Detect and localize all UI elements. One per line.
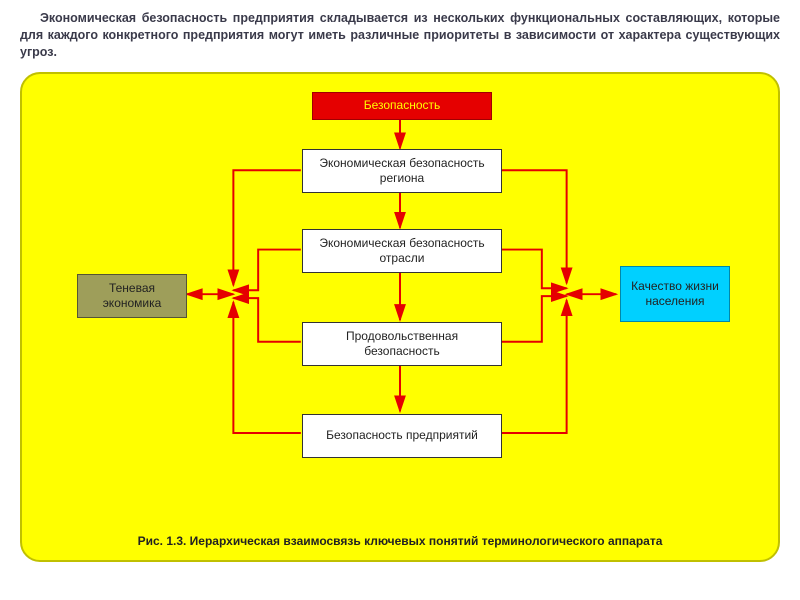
node-label: Экономическая безопасность региона <box>307 156 497 186</box>
diagram-caption: Рис. 1.3. Иерархическая взаимосвязь ключ… <box>22 534 778 550</box>
node-food-security: Продовольственная безопасность <box>302 322 502 366</box>
node-label: Качество жизни населения <box>625 279 725 309</box>
node-label: Продовольственная безопасность <box>307 329 497 359</box>
node-label: Теневая экономика <box>82 281 182 311</box>
intro-paragraph: Экономическая безопасность предприятия с… <box>0 0 800 69</box>
node-label: Безопасность предприятий <box>326 428 478 443</box>
node-label: Безопасность <box>364 98 441 113</box>
node-enterprise-security: Безопасность предприятий <box>302 414 502 458</box>
node-industry-security: Экономическая безопасность отрасли <box>302 229 502 273</box>
diagram-container: Безопасность Экономическая безопасность … <box>20 72 780 562</box>
node-region-security: Экономическая безопасность региона <box>302 149 502 193</box>
node-label: Экономическая безопасность отрасли <box>307 236 497 266</box>
node-safety: Безопасность <box>312 92 492 120</box>
node-quality-of-life: Качество жизни населения <box>620 266 730 322</box>
node-shadow-economy: Теневая экономика <box>77 274 187 318</box>
